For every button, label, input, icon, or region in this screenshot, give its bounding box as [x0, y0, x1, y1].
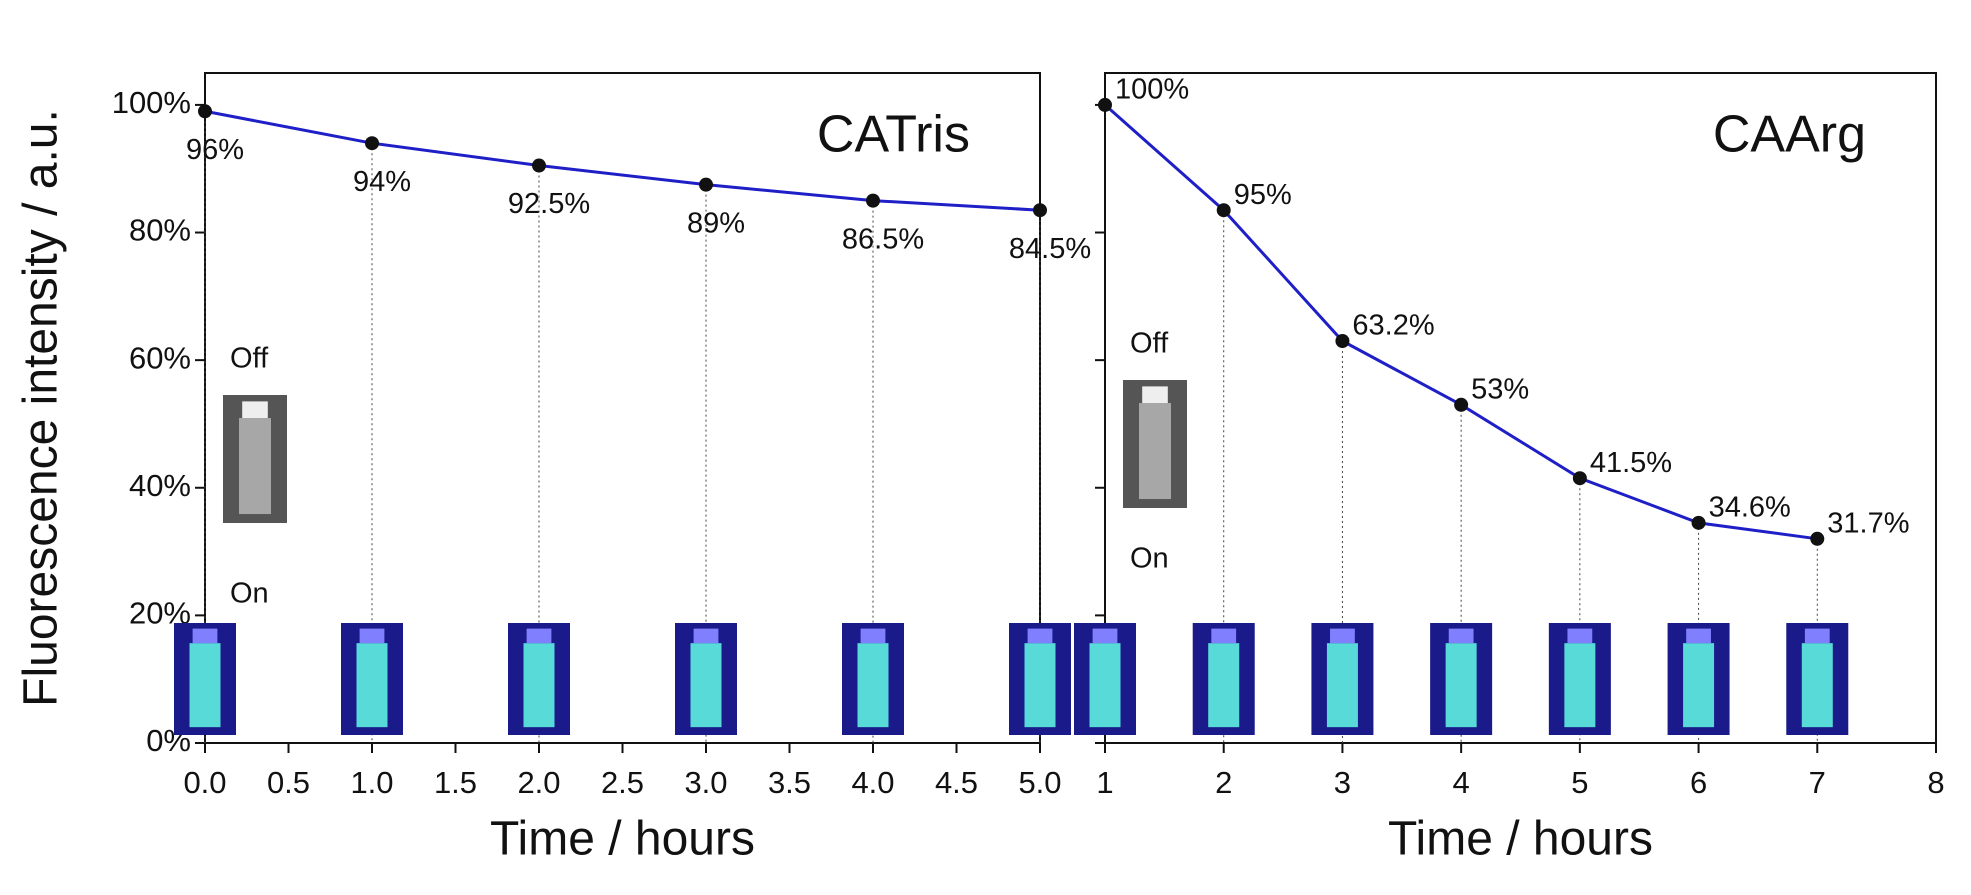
x-tick-label: 3.5 — [768, 765, 811, 800]
cuvette-cap — [1142, 386, 1168, 404]
cuvette-body — [1139, 403, 1171, 500]
data-point — [699, 177, 713, 192]
data-annotation: 96% — [186, 134, 244, 166]
cuvette-cap — [1330, 628, 1355, 644]
label-off: Off — [1130, 328, 1169, 360]
cuvette-cap — [192, 628, 218, 644]
cuvette-body — [189, 643, 221, 728]
cuvette-cap — [860, 628, 886, 644]
x-tick-label: 8 — [1927, 765, 1944, 800]
data-point — [1454, 397, 1469, 412]
x-tick-label: 2 — [1215, 765, 1232, 800]
x-tick-label: 5 — [1571, 765, 1588, 800]
plot-frame — [204, 72, 1041, 744]
data-annotation: 89% — [687, 207, 745, 239]
data-annotation: 84.5% — [1009, 233, 1091, 265]
cuvette-cap — [359, 628, 385, 644]
x-tick-label: 5.0 — [1018, 765, 1061, 800]
y-tick-label: 40% — [129, 468, 191, 503]
cuvette-body — [857, 643, 889, 728]
y-axis-label: Fluorescence intensity / a.u. — [15, 109, 68, 707]
y-tick-label: 100% — [112, 85, 191, 120]
x-tick-label: 4.5 — [935, 765, 978, 800]
data-point — [1033, 203, 1047, 218]
cuvette-cap — [1027, 628, 1053, 644]
data-point — [532, 158, 546, 173]
data-annotation: 31.7% — [1827, 507, 1909, 539]
cuvette-cap — [526, 628, 552, 644]
x-tick-label: 2.0 — [517, 765, 560, 800]
data-annotation: 95% — [1234, 179, 1292, 211]
cuvette-body — [1445, 643, 1477, 728]
x-tick-label: 1.5 — [434, 765, 477, 800]
data-annotation: 63.2% — [1352, 310, 1434, 342]
cuvette-cap — [1804, 628, 1830, 644]
cuvette-body — [1024, 643, 1056, 728]
cuvette-cap — [1567, 628, 1593, 644]
x-tick-label: 4.0 — [851, 765, 894, 800]
data-point — [1691, 515, 1706, 530]
data-point — [365, 136, 379, 151]
x-tick-label: 7 — [1809, 765, 1826, 800]
data-annotation: 94% — [353, 166, 411, 198]
cuvette-body — [1683, 643, 1715, 728]
data-point — [1572, 471, 1587, 486]
x-tick-label: 3 — [1334, 765, 1351, 800]
data-annotation: 53% — [1471, 373, 1529, 405]
x-tick-label: 0.5 — [267, 765, 310, 800]
cuvette-body — [356, 643, 388, 728]
label-on: On — [1130, 543, 1169, 575]
cuvette-cap — [1092, 628, 1118, 644]
cuvette-cap — [1448, 628, 1474, 644]
cuvette-body — [1801, 643, 1833, 728]
cuvette-cap — [1686, 628, 1711, 644]
data-annotation: 34.6% — [1709, 492, 1791, 524]
y-tick-label: 80% — [129, 213, 191, 248]
cuvette-cap — [242, 401, 268, 419]
chart-title: CAArg — [1713, 106, 1866, 164]
y-tick-label: 60% — [129, 340, 191, 375]
data-line — [1104, 103, 1818, 541]
label-off: Off — [230, 343, 269, 375]
x-axis-label: Time / hours — [490, 813, 755, 866]
cuvette-body — [1208, 643, 1240, 728]
x-tick-label: 6 — [1690, 765, 1707, 800]
x-axis-label: Time / hours — [1388, 813, 1653, 866]
cuvette-cap — [1211, 628, 1237, 644]
cuvette-body — [1089, 643, 1121, 728]
data-point — [1335, 334, 1350, 348]
chart-title: CATris — [817, 106, 970, 164]
data-point — [866, 193, 880, 208]
data-annotation: 86.5% — [842, 223, 924, 255]
cuvette-cap — [693, 628, 719, 644]
data-point — [1216, 203, 1231, 218]
data-point — [1810, 531, 1825, 546]
cuvette-body — [239, 418, 271, 515]
x-tick-label: 2.5 — [601, 765, 644, 800]
data-line — [204, 109, 1041, 212]
x-tick-label: 0.0 — [183, 765, 226, 800]
x-tick-label: 3.0 — [684, 765, 727, 800]
data-annotation: 41.5% — [1590, 447, 1672, 479]
data-annotation: 92.5% — [508, 188, 590, 220]
cuvette-body — [523, 643, 555, 728]
x-tick-label: 1.0 — [350, 765, 393, 800]
cuvette-body — [1564, 643, 1596, 728]
cuvette-body — [1326, 643, 1358, 728]
cuvette-body — [690, 643, 722, 728]
data-annotation: 100% — [1115, 74, 1189, 106]
label-on: On — [230, 578, 269, 610]
data-point — [198, 104, 212, 119]
x-tick-label: 1 — [1096, 765, 1113, 800]
plot-frame — [1104, 72, 1937, 744]
data-point — [1098, 97, 1112, 112]
x-tick-label: 4 — [1453, 765, 1470, 800]
